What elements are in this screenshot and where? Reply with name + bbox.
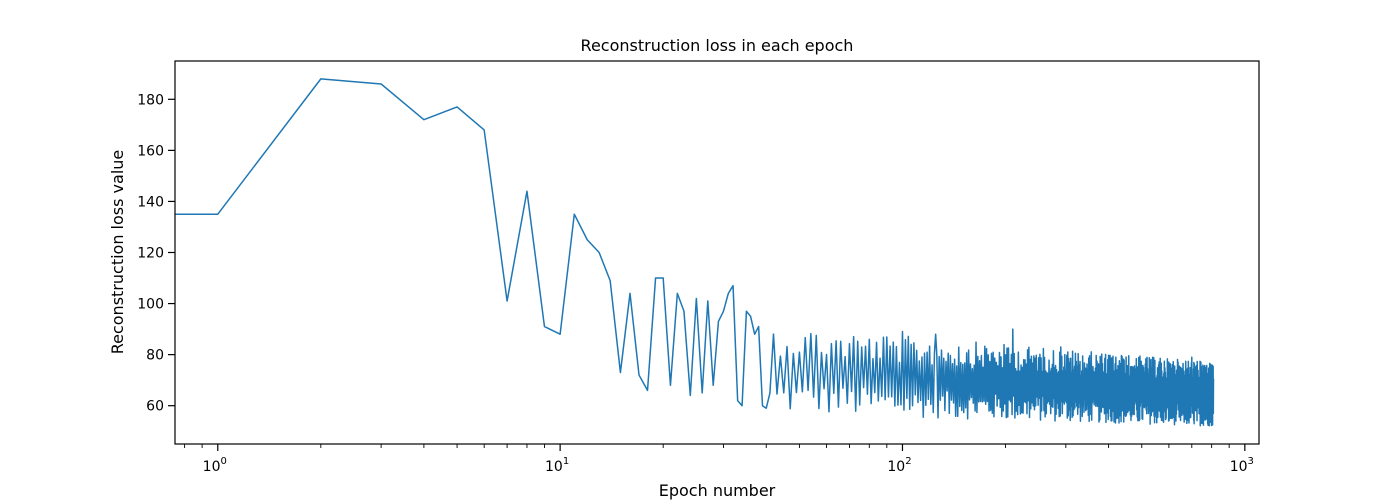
y-tick-label: 140 bbox=[137, 194, 164, 210]
x-tick-label: 101 bbox=[545, 456, 569, 475]
loss-series-line bbox=[175, 78, 1215, 427]
x-tick-label: 103 bbox=[1230, 456, 1254, 475]
x-axis-ticks: 100 101 102 103 bbox=[184, 444, 1254, 475]
y-axis-ticks: 60 80 100 120 140 160 180 bbox=[137, 92, 175, 415]
y-tick-label: 80 bbox=[146, 348, 164, 364]
y-tick-label: 180 bbox=[137, 92, 164, 108]
y-tick-label: 160 bbox=[137, 143, 164, 159]
y-tick-label: 100 bbox=[137, 297, 164, 313]
y-axis-label: Reconstruction loss value bbox=[108, 150, 127, 355]
x-tick-label: 100 bbox=[203, 456, 227, 475]
y-tick-label: 120 bbox=[137, 246, 164, 262]
y-tick-label: 60 bbox=[146, 399, 164, 415]
chart-title: Reconstruction loss in each epoch bbox=[581, 36, 854, 55]
x-axis-label: Epoch number bbox=[659, 481, 776, 500]
x-tick-label: 102 bbox=[887, 456, 911, 475]
plot-area bbox=[175, 78, 1215, 427]
axes-frame bbox=[174, 60, 1260, 445]
